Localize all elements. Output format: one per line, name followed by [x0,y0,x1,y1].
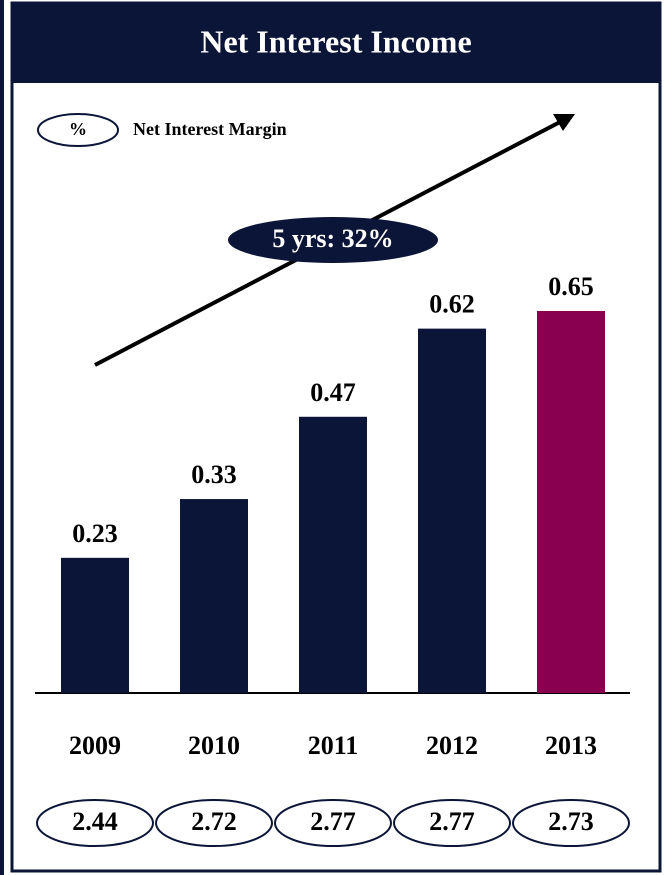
bar [61,557,129,693]
margin-oval [274,799,392,847]
margin-oval [393,799,511,847]
annotation-oval [228,217,438,263]
header [12,3,660,83]
annotation: 5 yrs: 32% [272,224,393,253]
left-edge [0,0,4,875]
bar [180,499,248,693]
legend-symbol: % [69,119,87,139]
legend-oval [37,113,119,147]
value-label: 0.23 [72,519,118,548]
arrow-head [553,114,575,131]
margin-oval [512,799,630,847]
x-tick-label: 2009 [69,731,121,760]
bar [418,328,486,693]
x-tick-label: 2012 [426,731,478,760]
margin-value: 2.77 [429,807,475,836]
x-tick-label: 2010 [188,731,240,760]
chart-title: Net Interest Income [200,23,471,59]
margin-value: 2.77 [310,807,356,836]
bar [299,416,367,693]
x-tick-label: 2011 [308,731,359,760]
legend-label: Net Interest Margin [133,119,287,139]
margin-oval [155,799,273,847]
margin-value: 2.44 [72,807,118,836]
margin-value: 2.72 [191,807,237,836]
bar [537,311,605,693]
value-label: 0.47 [310,378,356,407]
value-label: 0.65 [548,272,594,301]
value-label: 0.33 [191,460,237,489]
margin-oval [36,799,154,847]
x-tick-label: 2013 [545,731,597,760]
margin-value: 2.73 [548,807,594,836]
value-label: 0.62 [429,290,475,319]
